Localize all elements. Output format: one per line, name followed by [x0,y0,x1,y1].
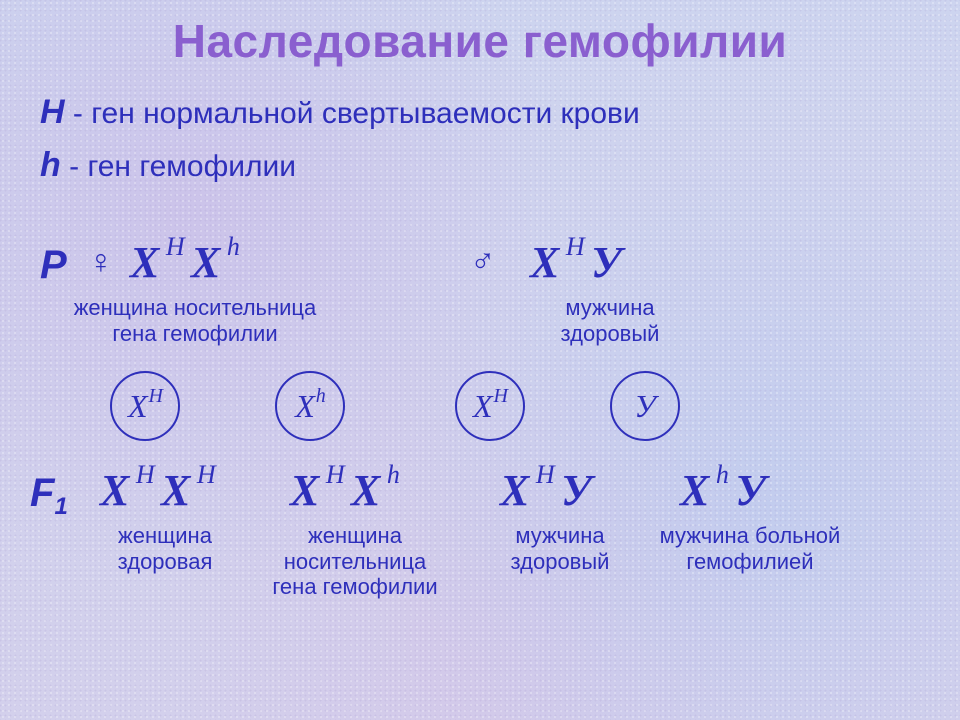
offspring-2-label: женщинаносительницагена гемофилии [260,523,450,599]
gamete-1: XH [110,371,180,441]
father-label: мужчиназдоровый [510,295,710,346]
offspring-4-genotype: X h У [680,465,766,516]
legend-h-symbol: h [40,146,61,184]
offspring-4-label: мужчина больнойгемофилией [640,523,860,574]
page-title: Наследование гемофилии [0,0,960,68]
generation-F1-label: F1 [30,471,68,516]
gene-legend: H - ген нормальной свертываемости крови … [40,86,960,191]
genetic-cross-diagram: P ♀ X H X h женщина носительницагена гем… [0,191,960,651]
legend-h-text: - ген гемофилии [69,150,296,183]
female-symbol: ♀ [88,243,114,282]
mother-genotype: X H X h [130,237,242,288]
gamete-4: У [610,371,680,441]
legend-H-symbol: H [40,93,65,131]
offspring-1-label: женщиназдоровая [80,523,250,574]
mother-label: женщина носительницагена гемофилии [60,295,330,346]
gamete-3: XH [455,371,525,441]
generation-P-label: P [40,243,67,288]
male-symbol: ♂ [470,241,496,280]
legend-H-text: - ген нормальной свертываемости крови [73,97,640,130]
offspring-3-genotype: X H У [500,465,592,516]
offspring-1-genotype: X H X H [100,465,218,516]
offspring-3-label: мужчиназдоровый [480,523,640,574]
father-genotype: X H У [530,237,622,288]
gamete-2: Xh [275,371,345,441]
offspring-2-genotype: X H X h [290,465,402,516]
